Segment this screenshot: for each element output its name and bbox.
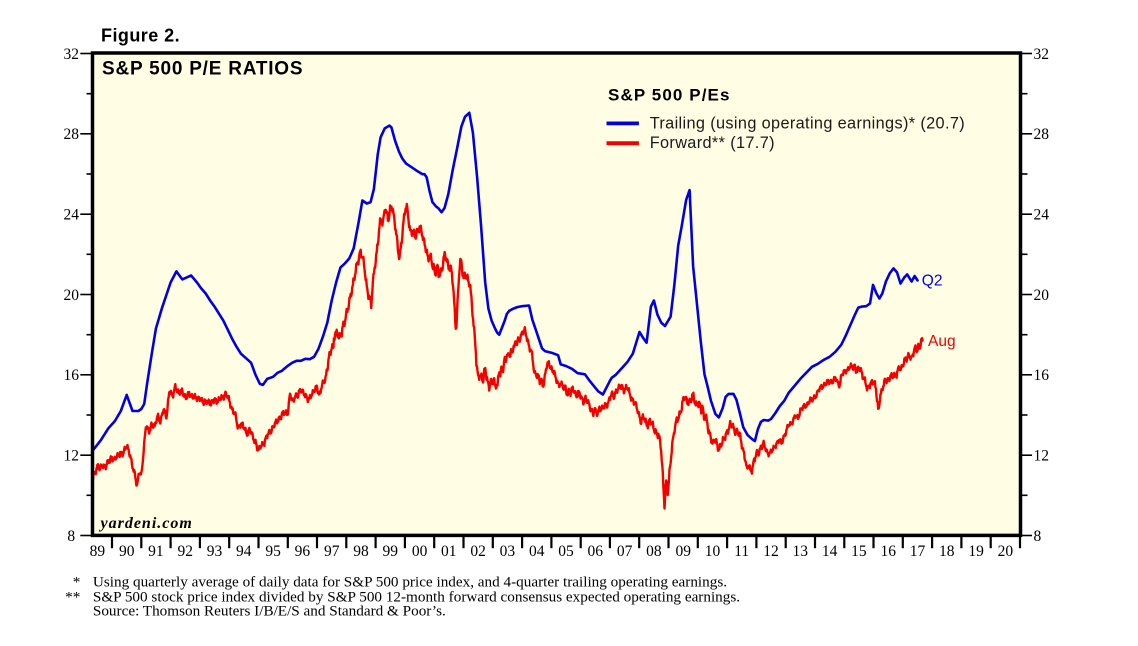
svg-text:32: 32 — [64, 46, 80, 63]
svg-text:*: * — [73, 574, 81, 591]
svg-text:12: 12 — [64, 448, 80, 465]
svg-text:15: 15 — [851, 543, 867, 560]
svg-text:92: 92 — [177, 543, 193, 560]
svg-text:S&P 500 stock price index divi: S&P 500 stock price index divided by S&P… — [93, 588, 740, 605]
svg-text:18: 18 — [939, 543, 955, 560]
svg-text:02: 02 — [470, 543, 486, 560]
svg-text:Trailing (using operating earn: Trailing (using operating earnings)* (20… — [650, 114, 965, 132]
svg-text:Source: Thomson Reuters I/B/E/: Source: Thomson Reuters I/B/E/S and Stan… — [93, 603, 446, 620]
svg-text:S&P 500 P/Es: S&P 500 P/Es — [608, 86, 731, 105]
svg-text:14: 14 — [822, 543, 838, 560]
svg-text:97: 97 — [324, 543, 340, 560]
svg-text:28: 28 — [64, 126, 80, 143]
svg-text:20: 20 — [1034, 287, 1050, 304]
svg-text:98: 98 — [353, 543, 369, 560]
svg-text:Figure 2.: Figure 2. — [101, 26, 180, 46]
svg-text:28: 28 — [1034, 126, 1050, 143]
svg-text:01: 01 — [441, 543, 457, 560]
svg-text:20: 20 — [998, 543, 1014, 560]
svg-text:95: 95 — [265, 543, 281, 560]
svg-text:08: 08 — [646, 543, 662, 560]
svg-text:Forward** (17.7): Forward** (17.7) — [650, 134, 775, 152]
svg-text:13: 13 — [793, 543, 809, 560]
svg-text:**: ** — [65, 588, 80, 605]
svg-text:24: 24 — [1034, 207, 1050, 224]
svg-text:Using quarterly average of dai: Using quarterly average of daily data fo… — [93, 574, 727, 591]
svg-text:8: 8 — [67, 528, 75, 545]
svg-text:8: 8 — [1034, 528, 1042, 545]
svg-text:32: 32 — [1034, 46, 1050, 63]
svg-text:20: 20 — [64, 287, 80, 304]
svg-text:05: 05 — [558, 543, 574, 560]
svg-text:Q2: Q2 — [922, 273, 943, 290]
svg-text:93: 93 — [207, 543, 223, 560]
svg-text:89: 89 — [90, 543, 106, 560]
svg-text:24: 24 — [64, 207, 80, 224]
svg-text:16: 16 — [64, 367, 80, 384]
svg-text:07: 07 — [617, 543, 633, 560]
svg-text:10: 10 — [705, 543, 721, 560]
svg-text:yardeni.com: yardeni.com — [99, 515, 193, 532]
svg-text:17: 17 — [910, 543, 926, 560]
svg-text:03: 03 — [500, 543, 516, 560]
svg-text:94: 94 — [236, 543, 252, 560]
svg-text:S&P 500 P/E RATIOS: S&P 500 P/E RATIOS — [102, 59, 303, 80]
svg-text:16: 16 — [1034, 367, 1050, 384]
svg-text:00: 00 — [412, 543, 428, 560]
svg-text:16: 16 — [880, 543, 896, 560]
svg-text:11: 11 — [734, 543, 749, 560]
svg-text:06: 06 — [588, 543, 604, 560]
svg-text:96: 96 — [295, 543, 311, 560]
svg-text:12: 12 — [1034, 448, 1050, 465]
svg-text:90: 90 — [119, 543, 135, 560]
svg-text:99: 99 — [383, 543, 399, 560]
svg-text:12: 12 — [763, 543, 779, 560]
svg-text:Aug: Aug — [928, 333, 956, 350]
svg-text:91: 91 — [148, 543, 164, 560]
svg-text:09: 09 — [675, 543, 691, 560]
svg-text:04: 04 — [529, 543, 545, 560]
svg-text:19: 19 — [968, 543, 984, 560]
